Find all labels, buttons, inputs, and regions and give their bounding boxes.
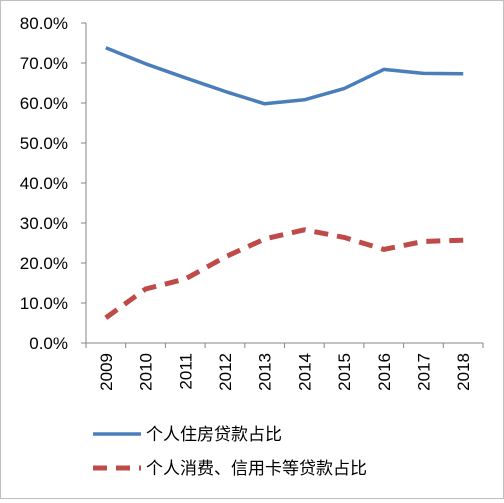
y-tick-label: 80.0%: [20, 14, 68, 33]
legend-label: 个人消费、信用卡等贷款占比: [146, 459, 367, 479]
y-tick-label: 60.0%: [20, 94, 68, 113]
x-tick-label: 2013: [256, 353, 275, 391]
x-tick-label: 2009: [97, 353, 116, 391]
y-tick-label: 30.0%: [20, 214, 68, 233]
x-tick-label: 2012: [216, 353, 235, 391]
y-tick-label: 70.0%: [20, 54, 68, 73]
y-axis-tick-labels: 0.0% 10.0% 20.0% 30.0% 40.0% 50.0% 60.0% 70.0% 8…: [20, 14, 86, 353]
series-line-consumer-loans: [104, 227, 464, 320]
axes: [85, 23, 483, 344]
y-tick-label: 50.0%: [20, 134, 68, 153]
legend-label: 个人住房贷款占比: [146, 425, 282, 445]
x-tick-label: 2016: [375, 353, 394, 391]
series-line-housing-loans: [105, 46, 464, 106]
x-tick-label: 2017: [414, 353, 433, 391]
y-tick-label: 20.0%: [20, 254, 68, 273]
x-tick-label: 2011: [176, 353, 195, 390]
x-tick-label: 2018: [454, 353, 473, 391]
x-tick-label: 2015: [335, 353, 354, 391]
x-tick-label: 2010: [137, 353, 156, 391]
y-tick-label: 40.0%: [20, 174, 68, 193]
series-lines: [104, 46, 464, 320]
y-tick-label: 0.0%: [29, 334, 68, 353]
y-tick-label: 10.0%: [20, 294, 68, 313]
x-tick-label: 2014: [295, 353, 314, 391]
x-axis-tick-labels: 2009 2010 2011 2012 2013 2014 2015 2016 2017 2018: [85, 343, 484, 391]
